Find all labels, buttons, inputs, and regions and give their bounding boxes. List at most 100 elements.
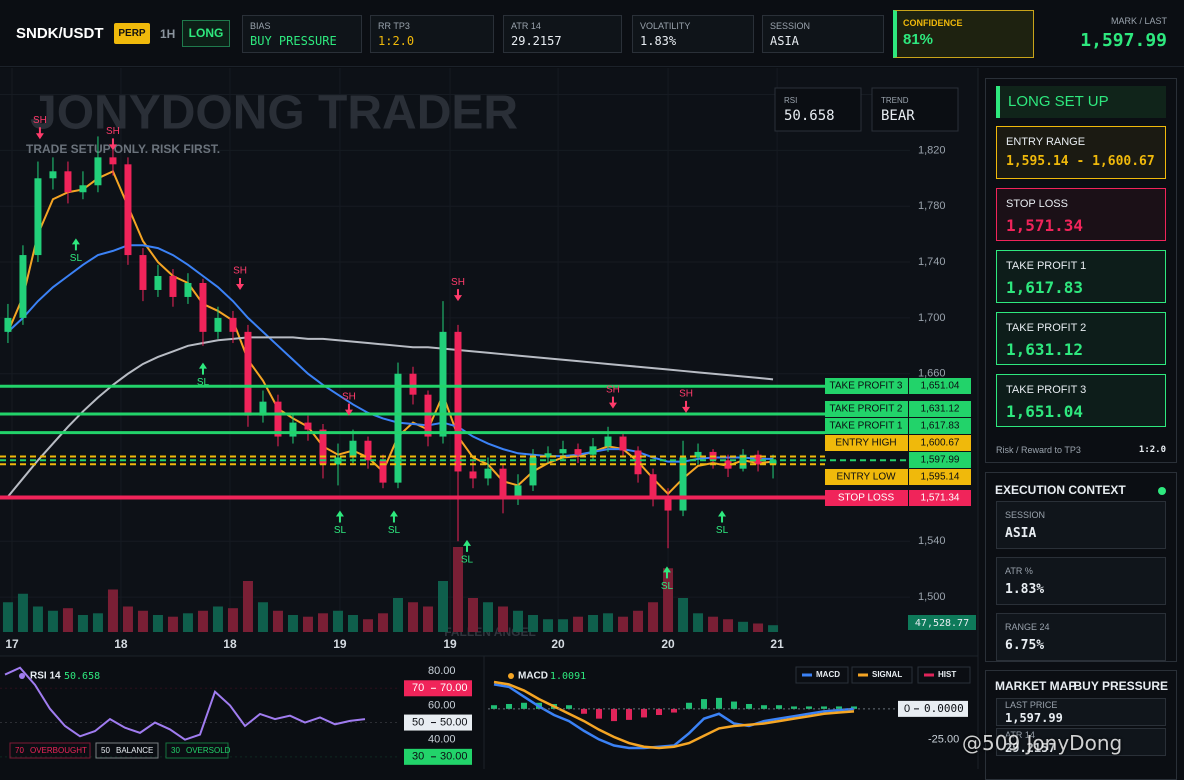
candle-body: [454, 331, 462, 472]
legend-level: 70: [15, 746, 24, 755]
legend-label: HIST: [938, 670, 956, 679]
card-value: 1,631.12: [1006, 340, 1084, 359]
volume-bar: [32, 606, 43, 632]
volume-bar: [437, 581, 448, 632]
stat-label: ATR 14: [511, 21, 541, 31]
pivot-label: SL: [661, 581, 674, 592]
pivot-arrow: [389, 510, 398, 523]
legend-box: [851, 666, 913, 684]
info-value: BEAR: [881, 108, 915, 124]
card-value: 1,617.83: [1006, 278, 1084, 297]
y-tick-label: -25.00: [928, 733, 959, 745]
volume-bar: [17, 593, 28, 632]
volume-bar: [708, 616, 719, 632]
volume-bar: [392, 598, 403, 632]
level-price-box: [909, 401, 971, 417]
stat-box: BIAS BUY PRESSURE: [242, 15, 362, 53]
symbol: SNDK/USDT: [16, 25, 104, 42]
volume-bar: [573, 616, 584, 632]
candle-body: [319, 429, 327, 465]
volume-bar: [588, 615, 599, 632]
legend-box: [165, 742, 229, 759]
level-name: ENTRY LOW: [836, 472, 896, 483]
volume-bar: [753, 623, 764, 632]
market-map-panel: MARKET MAP BUY PRESSURE LAST PRICE 1,597.99…: [985, 670, 1177, 780]
level-price-box: [909, 435, 971, 451]
confidence-value: 81%: [903, 31, 934, 48]
pivot-label: SL: [461, 555, 474, 566]
legend-name: BALANCE: [116, 746, 153, 755]
volume-bar: [92, 613, 103, 632]
level-price-box: [909, 490, 971, 506]
stat-value: 1:2.0: [378, 34, 415, 48]
level-price: 1,600.67: [921, 438, 960, 449]
volume-bar: [152, 615, 163, 632]
watermark-subtitle: TRADE SETUP ONLY. RISK FIRST.: [26, 142, 220, 156]
level-name: TAKE PROFIT 1: [830, 421, 903, 432]
candle-body: [259, 401, 267, 416]
setup-card: TAKE PROFIT 2 1,631.12: [996, 312, 1166, 365]
volume-bar: [347, 615, 358, 632]
macd-line: [493, 683, 855, 750]
level-price: 1,631.12: [921, 404, 960, 415]
setup-card: STOP LOSS 1,571.34: [996, 188, 1166, 241]
pivot-arrow: [108, 138, 117, 151]
level-name: STOP LOSS: [838, 493, 895, 504]
histogram-bar: [596, 708, 602, 719]
candle-body: [244, 331, 252, 416]
candle-body: [364, 440, 372, 461]
candle-body: [739, 454, 747, 469]
candle-body: [439, 331, 447, 437]
volume-bar: [513, 610, 524, 632]
stat-label: BIAS: [250, 21, 271, 31]
candle-body: [409, 373, 417, 395]
watermark-caption: FALLEN ANGEL: [444, 625, 536, 639]
volume-bar: [227, 608, 238, 632]
candle-body: [499, 468, 507, 500]
candle-body: [559, 449, 567, 454]
setup-card: ENTRY RANGE 1,595.14 - 1,600.67: [996, 126, 1166, 179]
volume-bar: [648, 602, 659, 632]
macd-last: 1.0091: [550, 671, 586, 682]
macd-title: MACD: [518, 671, 548, 682]
pivot-label: SH: [342, 391, 356, 402]
card-label: TAKE PROFIT 2: [1006, 322, 1087, 334]
market-map-title: MARKET MAP: [995, 679, 1077, 693]
card-value: 1,595.14 - 1,600.67: [1006, 154, 1155, 169]
legend-level: 30: [171, 746, 180, 755]
volume-bar: [362, 619, 373, 632]
stat-value: 1.83%: [640, 34, 677, 48]
moving-average: [7, 169, 774, 496]
candle-body: [649, 474, 657, 497]
volume-bar: [678, 598, 689, 632]
histogram-bar: [791, 706, 797, 709]
level-tag-value: 50.00: [440, 716, 468, 728]
volume-bar: [137, 610, 148, 632]
y-tick-label: 1,820: [918, 144, 946, 156]
candle-body: [424, 394, 432, 437]
candle-body: [124, 164, 132, 256]
stat-box: SESSION ASIA: [762, 15, 884, 53]
footer-value: 1:2.0: [1138, 445, 1166, 455]
histogram-bar: [641, 708, 647, 718]
card-label: ENTRY RANGE: [1006, 136, 1086, 148]
chart-area: 1,8601,8201,7801,7401,7001,6601,5401,500…: [0, 68, 979, 769]
overlay-watermark: @509 JonyDong: [962, 731, 1123, 755]
x-tick-label: 19: [443, 637, 457, 651]
footer-label: Risk / Reward to TP3: [996, 445, 1081, 455]
market-badge: PERP: [114, 23, 150, 44]
stat-value: ASIA: [770, 34, 799, 48]
context-card: RANGE 24 6.75%: [996, 613, 1166, 661]
pivot-label: SH: [606, 384, 620, 395]
histogram-bar: [506, 703, 512, 709]
candle-body: [79, 185, 87, 193]
stat-box: VOLATILITY 1.83%: [632, 15, 754, 53]
pivot-label: SL: [334, 525, 347, 536]
volume-bar: [693, 613, 704, 632]
histogram-bar: [626, 708, 632, 720]
histogram-bar: [806, 706, 812, 709]
candle-body: [49, 171, 57, 179]
histogram-bar: [521, 702, 527, 709]
moving-average: [7, 336, 774, 498]
level-tag: [404, 680, 472, 697]
